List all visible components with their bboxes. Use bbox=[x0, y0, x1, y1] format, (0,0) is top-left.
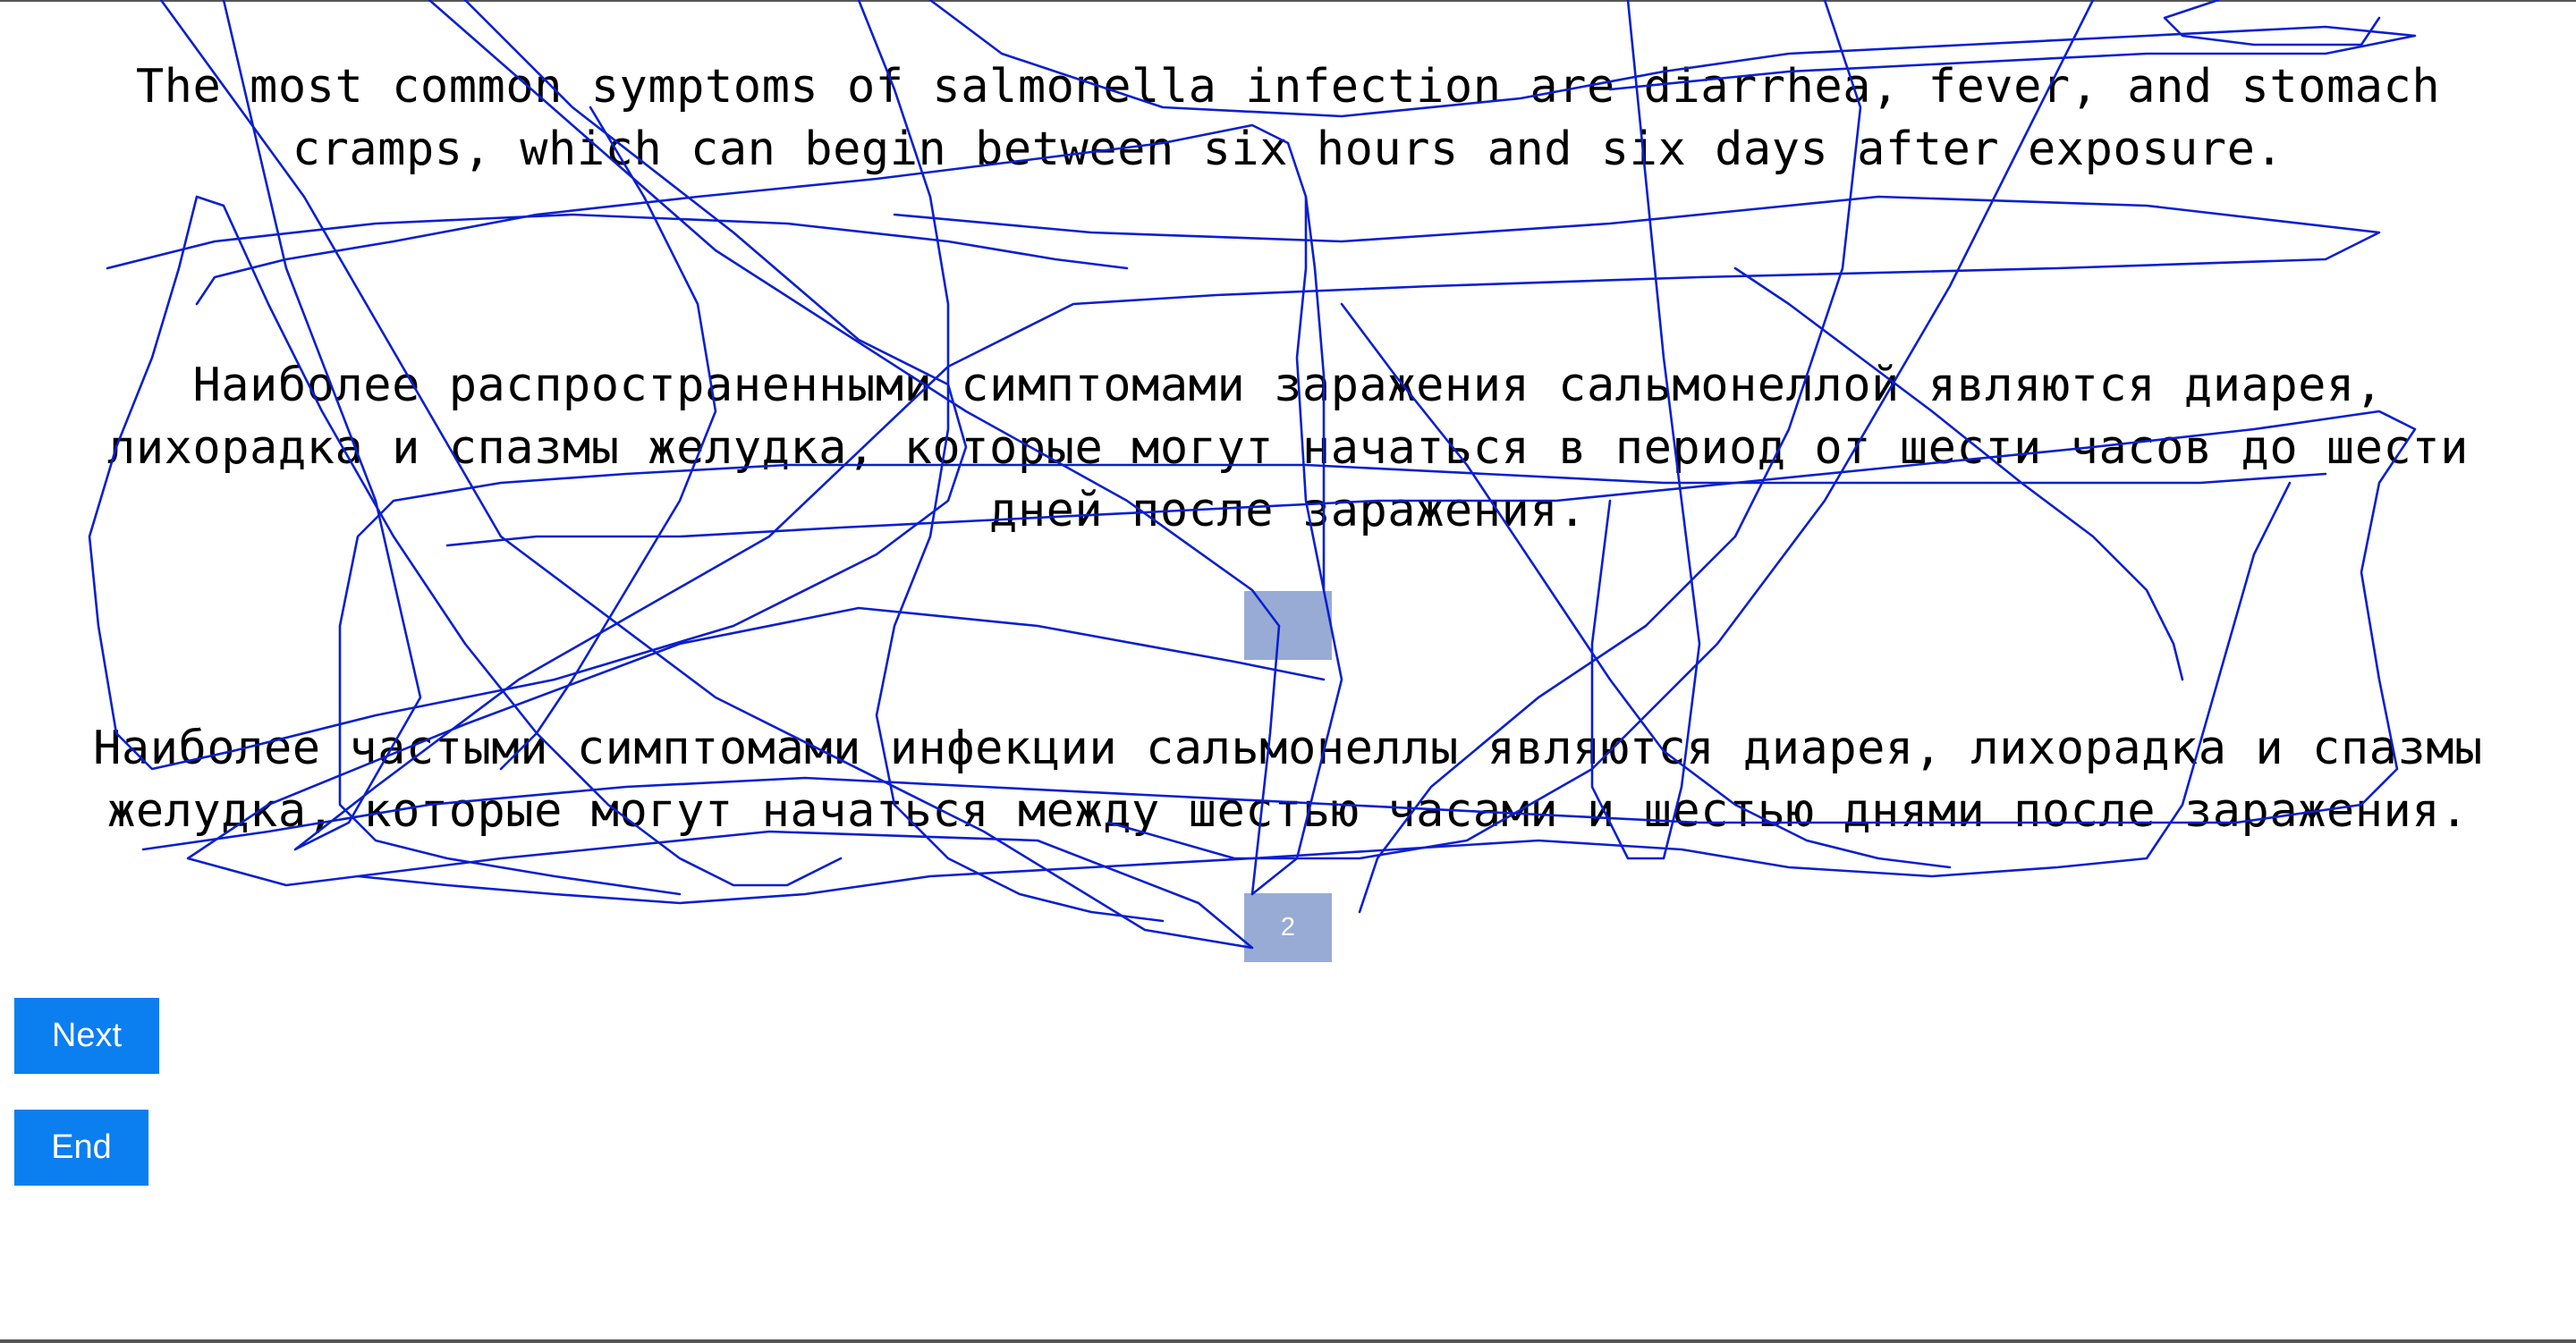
rank-input-2[interactable]: 2 bbox=[1244, 893, 1332, 962]
rank-input-1[interactable] bbox=[1244, 591, 1332, 660]
scribble-stroke-15 bbox=[106, 213, 1129, 270]
end-button[interactable]: End bbox=[14, 1110, 148, 1186]
scribble-stroke-17 bbox=[2163, 0, 2381, 46]
source-sentence: The most common symptoms of salmonella i… bbox=[135, 60, 2441, 176]
translation-option-1: Наиболее распространенными симптомами за… bbox=[107, 359, 2469, 537]
translation-option-2: Наиболее частыми симптомами инфекции сал… bbox=[93, 722, 2483, 838]
bottom-border bbox=[0, 1339, 2576, 1343]
next-button[interactable]: Next bbox=[14, 998, 159, 1074]
top-border bbox=[0, 0, 2576, 2]
